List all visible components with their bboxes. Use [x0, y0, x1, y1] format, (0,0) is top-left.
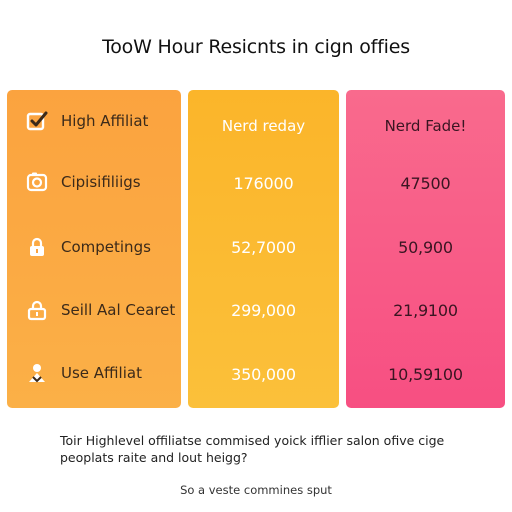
column-value: 50,900 — [398, 238, 453, 257]
feature-label: Competings — [61, 238, 151, 256]
footnote-line: Toir Highlevel offiliatse commised yoick… — [60, 433, 445, 448]
feature-row-high-affiliat[interactable]: High Affiliat — [25, 106, 148, 136]
features-card: High Affiliat Cipisifiliigs Competings — [7, 90, 181, 408]
person-icon — [25, 361, 49, 385]
column-value: 47500 — [400, 174, 451, 193]
caption: So a veste commines sput — [180, 483, 332, 497]
feature-label: Cipisifiliigs — [61, 173, 141, 191]
column-value: 176000 — [233, 174, 294, 193]
camera-icon — [25, 170, 49, 194]
feature-label: Seill Aal Cearet — [61, 301, 176, 319]
column-header: Nerd Fade! — [384, 117, 467, 135]
feature-row-seill-aal-cearet[interactable]: Seill Aal Cearet — [25, 295, 175, 325]
page-title: TooW Hour Resicnts in cign offies — [102, 36, 410, 58]
feature-row-use-affiliat[interactable]: Use Affiliat — [25, 358, 142, 388]
column-value: 52,7000 — [231, 238, 296, 257]
lock-icon — [25, 235, 49, 259]
fade-column-card: Nerd Fade! 47500 50,900 21,9100 10,59100 — [346, 90, 505, 408]
footnote-line: peoplats raite and lout heigg? — [60, 450, 248, 465]
column-value: 21,9100 — [393, 301, 458, 320]
column-header: Nerd reday — [221, 117, 306, 135]
column-value: 350,000 — [231, 365, 296, 384]
feature-label: Use Affiliat — [61, 364, 142, 382]
column-value: 10,59100 — [388, 365, 463, 384]
ready-column-card: Nerd reday 176000 52,7000 299,000 350,00… — [188, 90, 339, 408]
feature-label: High Affiliat — [61, 112, 149, 130]
lock-icon — [25, 298, 49, 322]
checkmark-icon — [25, 109, 49, 133]
feature-row-competings[interactable]: Competings — [25, 232, 151, 262]
column-value: 299,000 — [231, 301, 296, 320]
feature-row-cipisifiliigs[interactable]: Cipisifiliigs — [25, 167, 141, 197]
